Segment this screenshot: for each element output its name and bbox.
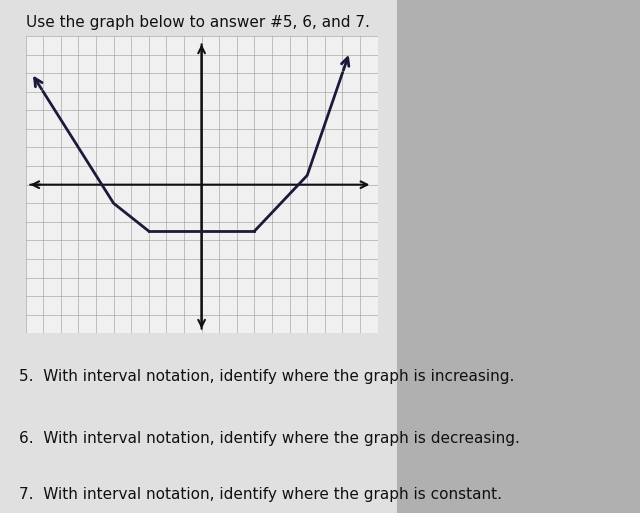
Text: 7.  With interval notation, identify where the graph is constant.: 7. With interval notation, identify wher… <box>19 487 502 502</box>
Text: Use the graph below to answer #5, 6, and 7.: Use the graph below to answer #5, 6, and… <box>26 15 369 30</box>
Text: 6.  With interval notation, identify where the graph is decreasing.: 6. With interval notation, identify wher… <box>19 431 520 446</box>
Text: 5.  With interval notation, identify where the graph is increasing.: 5. With interval notation, identify wher… <box>19 369 515 384</box>
